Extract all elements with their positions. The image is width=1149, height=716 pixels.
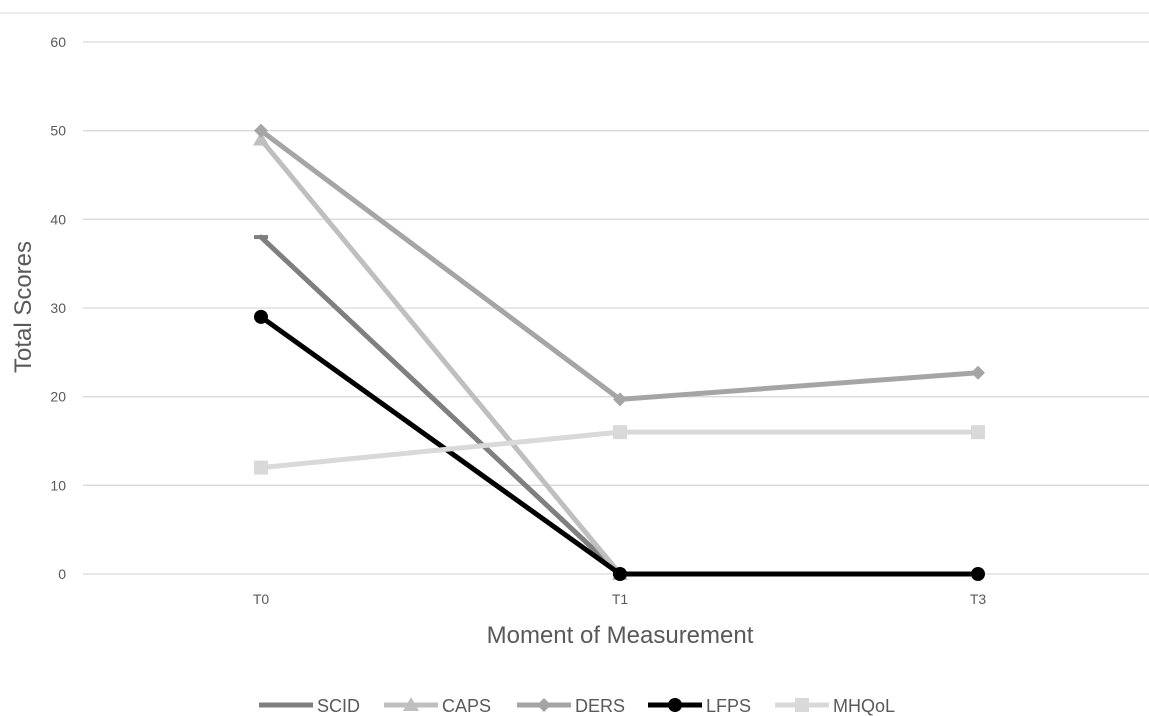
series-scid bbox=[254, 234, 627, 577]
x-axis-ticks: T0 T1 T3 bbox=[253, 591, 987, 607]
legend-item-scid: SCID bbox=[259, 696, 360, 716]
data-point-ders bbox=[254, 123, 268, 138]
series-lfps bbox=[254, 309, 985, 581]
data-point-mhqol bbox=[254, 460, 268, 475]
data-point-lfps bbox=[254, 309, 268, 324]
series-caps bbox=[253, 131, 628, 580]
data-point-mhqol bbox=[613, 425, 627, 440]
x-tick-label: T3 bbox=[970, 591, 987, 607]
y-tick-label: 40 bbox=[50, 211, 66, 227]
legend-item-lfps: LFPS bbox=[648, 696, 751, 716]
legend-marker-ders bbox=[537, 698, 551, 712]
series-mhqol bbox=[254, 425, 985, 475]
x-axis-title: Moment of Measurement bbox=[487, 622, 754, 649]
series-ders bbox=[254, 123, 985, 407]
data-point-mhqol bbox=[971, 425, 985, 440]
y-axis-title: Total Scores bbox=[10, 241, 37, 373]
data-point-ders bbox=[613, 392, 627, 407]
legend-label-ders: DERS bbox=[575, 696, 625, 716]
x-tick-label: T0 bbox=[253, 591, 270, 607]
legend: SCID CAPS DERS LFPS MHQoL bbox=[259, 696, 895, 716]
legend-label-scid: SCID bbox=[317, 696, 360, 716]
legend-label-lfps: LFPS bbox=[706, 696, 751, 716]
legend-item-caps: CAPS bbox=[384, 696, 491, 716]
y-tick-label: 50 bbox=[50, 123, 66, 139]
data-point-lfps bbox=[971, 567, 985, 581]
data-point-lfps bbox=[613, 567, 627, 581]
legend-item-mhqol: MHQoL bbox=[775, 696, 895, 716]
x-tick-label: T1 bbox=[612, 591, 629, 607]
y-tick-label: 60 bbox=[50, 34, 66, 50]
series-line-caps bbox=[258, 137, 623, 577]
legend-marker-caps bbox=[403, 697, 419, 711]
legend-item-ders: DERS bbox=[517, 696, 625, 716]
legend-label-mhqol: MHQoL bbox=[833, 696, 895, 716]
legend-label-caps: CAPS bbox=[442, 696, 491, 716]
series-line-lfps bbox=[258, 314, 981, 577]
data-point-ders bbox=[971, 365, 985, 380]
data-point-scid bbox=[254, 235, 268, 240]
y-axis-ticks: 0 10 20 30 40 50 60 bbox=[50, 34, 66, 582]
legend-marker-mhqol bbox=[795, 698, 809, 712]
gridlines bbox=[83, 41, 1149, 575]
y-tick-label: 0 bbox=[58, 566, 66, 582]
y-tick-label: 10 bbox=[50, 477, 66, 493]
series-group bbox=[253, 123, 985, 581]
legend-marker-lfps bbox=[668, 698, 682, 712]
y-tick-label: 20 bbox=[50, 389, 66, 405]
series-line-scid bbox=[258, 234, 623, 577]
y-tick-label: 30 bbox=[50, 300, 66, 316]
series-line-ders bbox=[258, 128, 981, 402]
data-point-caps bbox=[253, 131, 269, 146]
